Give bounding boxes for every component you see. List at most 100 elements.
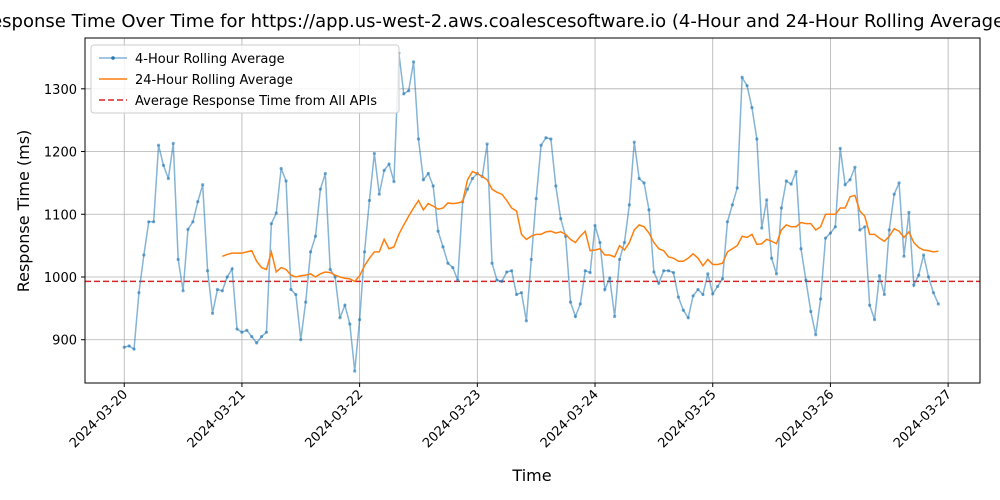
point bbox=[534, 196, 538, 201]
point bbox=[681, 308, 685, 312]
point bbox=[161, 163, 166, 167]
point bbox=[284, 179, 288, 183]
point bbox=[500, 279, 504, 283]
point bbox=[416, 137, 421, 141]
point bbox=[299, 338, 303, 342]
point bbox=[652, 270, 656, 274]
point bbox=[387, 162, 391, 166]
point bbox=[362, 250, 367, 254]
x-tick-label: 2024-03-22 bbox=[302, 387, 366, 451]
point bbox=[868, 303, 872, 307]
point bbox=[666, 269, 671, 273]
point bbox=[578, 302, 582, 306]
point bbox=[838, 146, 842, 150]
point bbox=[804, 278, 808, 282]
point bbox=[926, 275, 931, 279]
legend-label: 4-Hour Rolling Average bbox=[135, 52, 285, 67]
point bbox=[529, 257, 533, 262]
y-axis-label: Response Time (ms) bbox=[14, 130, 33, 293]
y-tick-label: 1000 bbox=[44, 271, 77, 286]
point bbox=[436, 229, 440, 233]
point bbox=[465, 187, 470, 191]
point bbox=[519, 291, 524, 295]
point bbox=[353, 369, 357, 373]
point bbox=[706, 272, 710, 276]
point bbox=[779, 206, 783, 210]
point bbox=[220, 289, 224, 293]
point bbox=[323, 171, 327, 176]
point bbox=[559, 217, 563, 221]
point bbox=[264, 330, 269, 334]
x-tick-label: 2024-03-20 bbox=[67, 387, 131, 451]
series-line bbox=[222, 170, 939, 283]
point bbox=[289, 287, 293, 292]
point bbox=[451, 265, 455, 270]
point bbox=[421, 178, 425, 182]
point bbox=[142, 253, 146, 257]
point bbox=[372, 151, 376, 156]
point bbox=[524, 319, 528, 323]
point bbox=[622, 240, 627, 245]
point bbox=[931, 291, 936, 295]
point bbox=[191, 220, 195, 224]
point bbox=[255, 341, 259, 345]
point bbox=[166, 176, 170, 181]
point bbox=[872, 318, 877, 322]
point bbox=[598, 240, 602, 245]
x-axis-label: Time bbox=[511, 466, 551, 485]
point bbox=[328, 267, 332, 272]
point bbox=[377, 192, 381, 196]
point bbox=[936, 302, 940, 306]
y-tick-label: 900 bbox=[52, 334, 77, 349]
point bbox=[730, 203, 734, 207]
point bbox=[456, 278, 460, 282]
x-tick-label: 2024-03-26 bbox=[773, 387, 837, 451]
point bbox=[593, 223, 597, 228]
point bbox=[186, 227, 190, 231]
x-tick-label: 2024-03-27 bbox=[891, 387, 955, 451]
point bbox=[716, 284, 720, 288]
legend-label: Average Response Time from All APIs bbox=[135, 94, 377, 109]
point bbox=[259, 334, 264, 339]
point bbox=[196, 200, 200, 204]
point bbox=[122, 345, 126, 349]
point bbox=[760, 226, 764, 230]
point bbox=[294, 292, 298, 297]
point bbox=[917, 273, 921, 277]
point bbox=[583, 269, 587, 273]
point bbox=[809, 309, 813, 314]
x-tick-label: 2024-03-21 bbox=[185, 387, 249, 451]
y-tick-label: 1100 bbox=[44, 208, 77, 223]
point bbox=[402, 92, 406, 96]
point bbox=[686, 316, 690, 320]
point bbox=[544, 136, 548, 140]
point bbox=[426, 171, 430, 176]
point bbox=[588, 271, 592, 275]
point bbox=[470, 176, 475, 181]
point bbox=[171, 141, 175, 145]
point bbox=[725, 220, 730, 224]
point bbox=[514, 292, 519, 297]
point bbox=[201, 183, 205, 187]
point bbox=[250, 334, 254, 339]
point bbox=[627, 203, 631, 207]
point bbox=[603, 287, 607, 292]
point bbox=[485, 142, 489, 146]
point bbox=[156, 143, 161, 147]
point bbox=[392, 180, 396, 184]
point bbox=[147, 220, 151, 224]
plot-frame bbox=[84, 37, 981, 384]
point bbox=[407, 89, 411, 93]
x-tick-label: 2024-03-24 bbox=[538, 387, 602, 451]
point bbox=[711, 292, 715, 296]
point bbox=[348, 322, 352, 326]
point bbox=[632, 140, 636, 144]
point bbox=[490, 261, 494, 265]
point bbox=[794, 170, 798, 174]
point bbox=[608, 276, 612, 280]
point bbox=[897, 181, 901, 185]
point bbox=[877, 274, 882, 278]
legend-marker bbox=[111, 56, 115, 60]
point bbox=[358, 318, 362, 322]
